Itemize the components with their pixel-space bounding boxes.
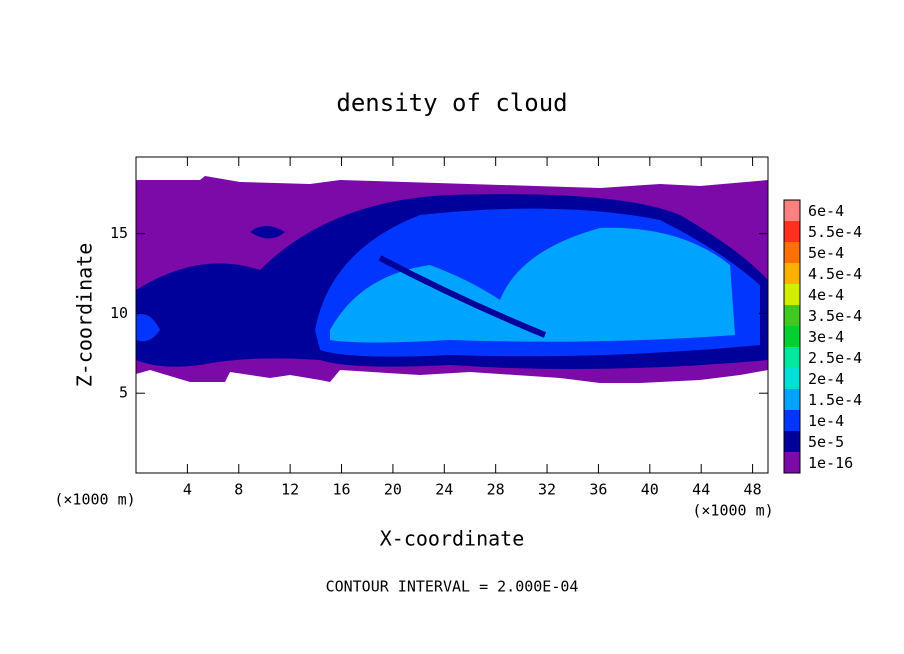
- plot-frame: [135, 156, 769, 474]
- colorbar-swatch: [784, 200, 800, 221]
- colorbar-label: 2e-4: [808, 370, 844, 388]
- colorbar-label: 1.5e-4: [808, 391, 862, 409]
- x-tick-label: 40: [641, 481, 659, 499]
- colorbar-swatch: [784, 389, 800, 410]
- colorbar-swatch: [784, 221, 800, 242]
- colorbar-label: 4.5e-4: [808, 265, 862, 283]
- contour-region: [330, 227, 735, 343]
- colorbar-swatch: [784, 431, 800, 452]
- colorbar-label: 6e-4: [808, 202, 844, 220]
- x-tick-label: 32: [538, 481, 556, 499]
- colorbar-swatch: [784, 410, 800, 431]
- x-tick-label: 44: [692, 481, 710, 499]
- x-tick-label: 20: [384, 481, 402, 499]
- x-tick-label: 4: [183, 481, 192, 499]
- x-tick-label: 8: [234, 481, 243, 499]
- colorbar-label: 3.5e-4: [808, 307, 862, 325]
- y-tick-label: 5: [119, 384, 128, 402]
- colorbar-swatch: [784, 326, 800, 347]
- colorbar-label: 2.5e-4: [808, 349, 862, 367]
- contour-region: [378, 255, 547, 338]
- y-tick-label: 10: [110, 304, 128, 322]
- chart-title: density of cloud: [336, 89, 567, 117]
- colorbar-swatch: [784, 263, 800, 284]
- colorbar-label: 5e-5: [808, 433, 844, 451]
- colorbar-label: 3e-4: [808, 328, 844, 346]
- colorbar-swatch: [784, 305, 800, 326]
- contour-region: [250, 226, 285, 239]
- contour-region: [136, 314, 160, 342]
- colorbar-label: 1e-4: [808, 412, 844, 430]
- x-tick-label: 24: [435, 481, 453, 499]
- x-unit: (×1000 m): [692, 502, 773, 520]
- x-tick-label: 16: [332, 481, 350, 499]
- x-tick-label: 28: [487, 481, 505, 499]
- colorbar-swatch: [784, 284, 800, 305]
- x-tick-label: 36: [589, 481, 607, 499]
- y-unit: (×1000 m): [54, 491, 135, 509]
- x-axis-label: X-coordinate: [380, 527, 525, 551]
- colorbar-label: 1e-16: [808, 454, 853, 472]
- colorbar-label: 5.5e-4: [808, 223, 862, 241]
- colorbar-label: 5e-4: [808, 244, 844, 262]
- colorbar-swatch: [784, 452, 800, 473]
- colorbar-frame: [783, 199, 801, 474]
- x-tick-label: 48: [744, 481, 762, 499]
- colorbar-swatch: [784, 242, 800, 263]
- y-tick-label: 15: [110, 224, 128, 242]
- y-axis-label: Z-coordinate: [73, 243, 97, 388]
- annotation: CONTOUR INTERVAL = 2.000E-04: [326, 578, 579, 596]
- colorbar-label: 4e-4: [808, 286, 844, 304]
- x-tick-label: 12: [281, 481, 299, 499]
- colorbar-swatch: [784, 347, 800, 368]
- colorbar-swatch: [784, 368, 800, 389]
